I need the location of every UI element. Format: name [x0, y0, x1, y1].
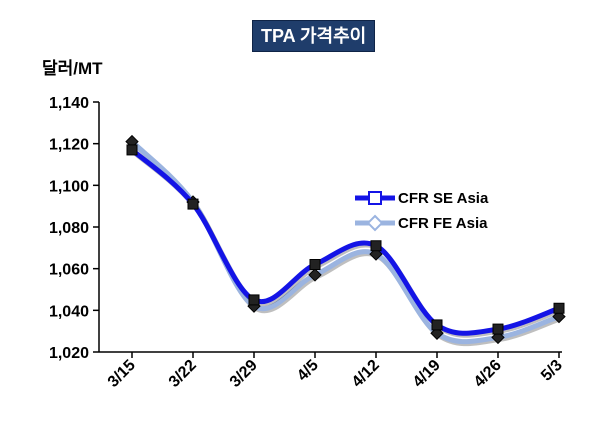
y-tick-label: 1,120 — [49, 137, 89, 154]
legend: CFR SE Asia CFR FE Asia — [355, 190, 489, 232]
y-tick-label: 1,040 — [49, 303, 89, 320]
legend-marker-cfr-fe-asia — [366, 214, 384, 232]
y-tick-label: 1,060 — [49, 262, 89, 279]
data-point-cfr-se-asia — [126, 144, 138, 156]
data-point-cfr-fe-asia — [369, 247, 383, 261]
axes — [98, 102, 562, 353]
data-point-cfr-fe-asia — [552, 309, 566, 324]
x-tick-label: 3/29 — [227, 357, 261, 391]
series-lines — [125, 134, 566, 347]
data-point-cfr-se-asia — [553, 302, 565, 314]
x-tick-label: 5/3 — [538, 357, 566, 385]
y-tick-label: 1,080 — [49, 220, 89, 237]
x-tick-label: 4/5 — [294, 357, 322, 385]
y-tick-label: 1,020 — [49, 345, 89, 362]
x-axis-ticks: 3/15 3/22 3/29 4/5 4/12 4/19 4/26 5/3 — [105, 352, 566, 391]
series-shadow-cfr-se-asia — [131, 150, 562, 338]
legend-marker-cfr-se-asia — [368, 191, 382, 205]
series-line-cfr-se-asia — [129, 147, 562, 336]
data-point-cfr-se-asia — [370, 240, 382, 252]
y-tick-label: 1,140 — [49, 95, 89, 112]
series-line-cfr-fe-asia — [129, 139, 562, 345]
legend-label-cfr-se-asia: CFR SE Asia — [398, 190, 489, 207]
x-tick-label: 3/22 — [166, 357, 200, 391]
data-point-cfr-se-asia — [431, 319, 443, 331]
data-point-cfr-se-asia — [248, 294, 260, 306]
y-axis-unit-label: 달러/MT — [42, 59, 103, 78]
x-tick-label: 4/12 — [349, 357, 383, 391]
x-tick-label: 4/26 — [471, 357, 505, 391]
data-point-cfr-se-asia — [492, 323, 504, 335]
y-tick-label: 1,100 — [49, 178, 89, 195]
x-tick-label: 3/15 — [105, 357, 139, 391]
chart-title: TPA 가격추이 — [252, 20, 376, 52]
series-shadow-cfr-fe-asia — [131, 141, 562, 347]
data-point-cfr-se-asia — [309, 259, 321, 270]
y-axis-ticks: 1,020 1,040 1,060 1,080 1,100 1,120 1,140 — [49, 95, 99, 362]
data-point-cfr-se-asia — [187, 198, 199, 210]
legend-label-cfr-fe-asia: CFR FE Asia — [398, 215, 488, 232]
x-tick-label: 4/19 — [410, 357, 444, 391]
data-point-cfr-fe-asia — [308, 268, 322, 282]
